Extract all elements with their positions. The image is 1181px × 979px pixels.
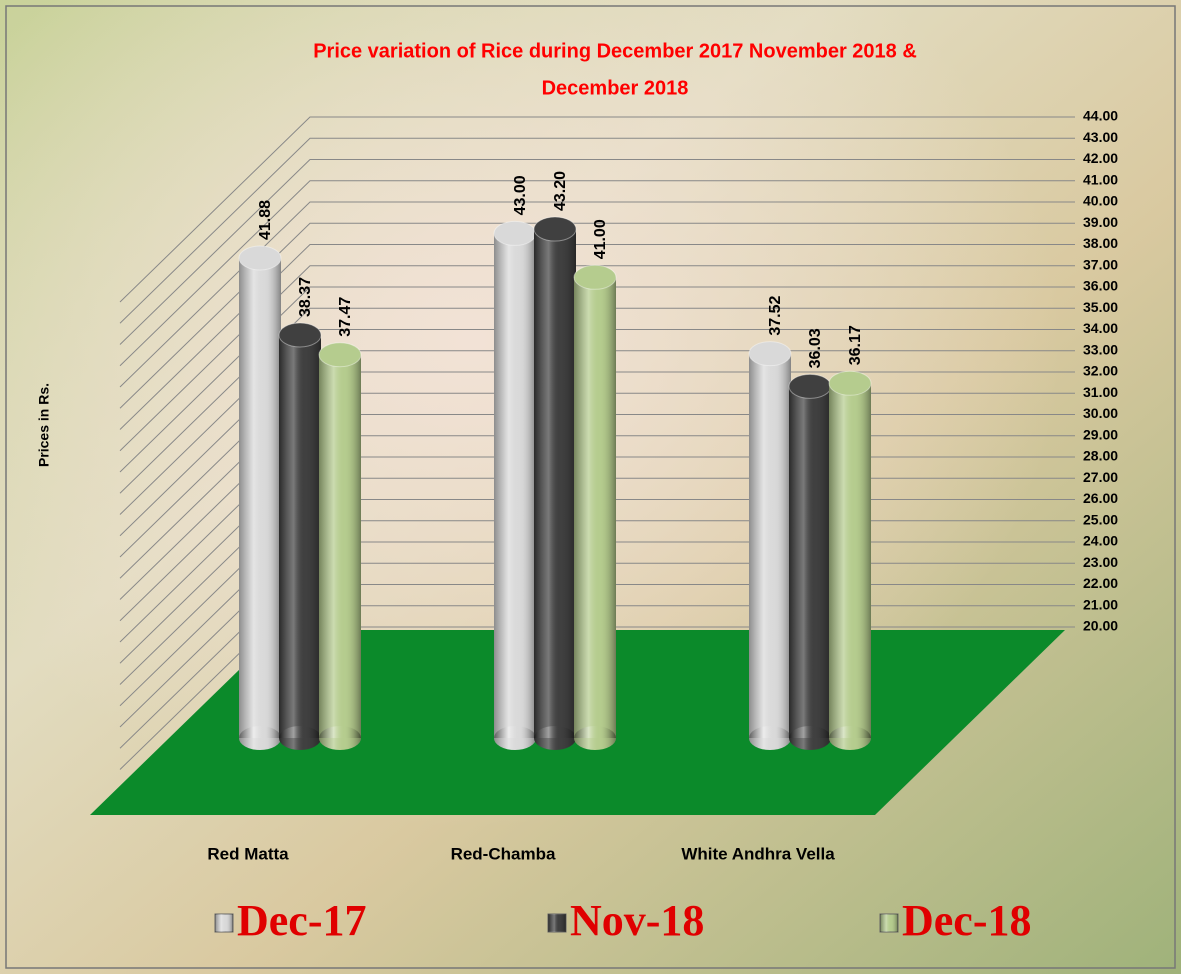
- value-label: 41.00: [592, 219, 609, 259]
- y-tick-label: 31.00: [1083, 384, 1118, 400]
- bar-base-shade: [319, 726, 361, 750]
- y-tick-label: 21.00: [1083, 596, 1118, 612]
- y-tick-label: 35.00: [1083, 299, 1118, 315]
- y-tick-label: 29.00: [1083, 426, 1118, 442]
- bar-base-shade: [279, 726, 321, 750]
- bar-base-shade: [749, 726, 791, 750]
- value-label: 37.52: [767, 296, 784, 336]
- y-tick-label: 27.00: [1083, 469, 1118, 485]
- legend-marker-shade: [215, 914, 233, 932]
- y-tick-label: 30.00: [1083, 405, 1118, 421]
- value-label: 36.03: [807, 328, 824, 368]
- y-tick-label: 23.00: [1083, 554, 1118, 570]
- y-tick-label: 41.00: [1083, 171, 1118, 187]
- bar-base-shade: [574, 726, 616, 750]
- x-tick-label: Red Matta: [207, 844, 289, 863]
- bar-shade: [239, 258, 281, 738]
- bar-shade: [279, 335, 321, 738]
- y-tick-label: 39.00: [1083, 214, 1118, 230]
- value-label: 36.17: [847, 325, 864, 365]
- y-tick-label: 22.00: [1083, 575, 1118, 591]
- legend-label: Dec-18: [902, 896, 1032, 945]
- bar-shade: [829, 383, 871, 738]
- x-tick-label: White Andhra Vella: [681, 844, 835, 863]
- bar-shade: [494, 233, 536, 738]
- bar-top: [494, 221, 536, 245]
- legend-label: Dec-17: [237, 896, 367, 945]
- y-axis-label: Prices in Rs.: [36, 383, 52, 467]
- y-tick-label: 25.00: [1083, 511, 1118, 527]
- bar-top: [279, 323, 321, 347]
- value-label: 43.20: [552, 171, 569, 211]
- bar-top: [239, 246, 281, 270]
- bar-shade: [749, 354, 791, 738]
- bar-base-shade: [534, 726, 576, 750]
- chart-title: December 2018: [542, 77, 689, 99]
- bar-base-shade: [239, 726, 281, 750]
- y-tick-label: 34.00: [1083, 320, 1118, 336]
- bar-top: [829, 371, 871, 395]
- y-tick-label: 40.00: [1083, 193, 1118, 209]
- y-tick-label: 33.00: [1083, 341, 1118, 357]
- y-tick-label: 36.00: [1083, 278, 1118, 294]
- bar-top: [319, 343, 361, 367]
- chart-title: Price variation of Rice during December …: [313, 40, 917, 62]
- y-tick-label: 20.00: [1083, 618, 1118, 634]
- chart: Price variation of Rice during December …: [0, 0, 1181, 974]
- legend-marker-shade: [548, 914, 566, 932]
- value-label: 41.88: [257, 200, 274, 240]
- bar-top: [789, 374, 831, 398]
- bar-base-shade: [494, 726, 536, 750]
- bar-top: [749, 342, 791, 366]
- x-tick-label: Red-Chamba: [451, 844, 556, 863]
- legend-marker-shade: [880, 914, 898, 932]
- y-tick-label: 28.00: [1083, 448, 1118, 464]
- value-label: 38.37: [297, 277, 314, 317]
- y-tick-label: 24.00: [1083, 533, 1118, 549]
- y-tick-label: 32.00: [1083, 363, 1118, 379]
- bar-base-shade: [829, 726, 871, 750]
- y-tick-label: 38.00: [1083, 235, 1118, 251]
- bar-shade: [789, 386, 831, 738]
- bar-shade: [319, 355, 361, 738]
- bar-shade: [574, 277, 616, 738]
- y-tick-label: 26.00: [1083, 490, 1118, 506]
- bar-shade: [534, 229, 576, 738]
- y-tick-label: 44.00: [1083, 108, 1118, 124]
- y-tick-label: 42.00: [1083, 150, 1118, 166]
- y-tick-label: 37.00: [1083, 256, 1118, 272]
- value-label: 37.47: [337, 297, 354, 337]
- bar-base-shade: [789, 726, 831, 750]
- value-label: 43.00: [512, 175, 529, 215]
- legend-label: Nov-18: [570, 896, 704, 945]
- bar-top: [574, 265, 616, 289]
- bar-top: [534, 217, 576, 241]
- y-tick-label: 43.00: [1083, 129, 1118, 145]
